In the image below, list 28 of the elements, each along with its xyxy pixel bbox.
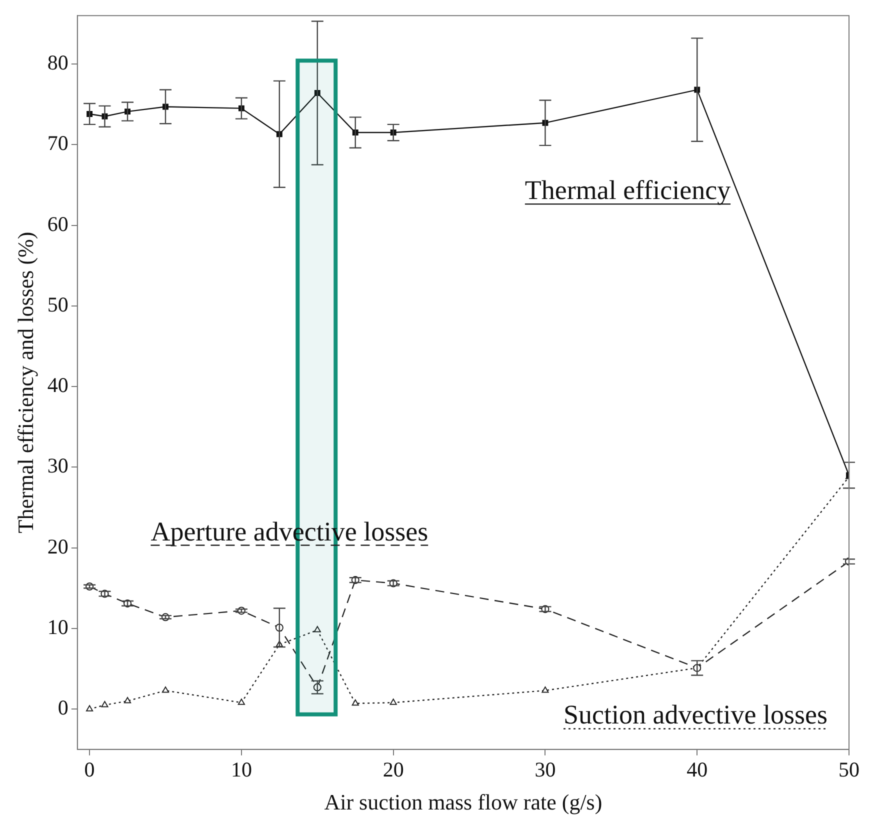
point xyxy=(542,686,549,693)
x-axis-title: Air suction mass flow rate (g/s) xyxy=(324,790,602,815)
y-tick-label: 20 xyxy=(47,534,68,558)
x-tick-label: 0 xyxy=(84,758,95,782)
point xyxy=(162,686,170,693)
point xyxy=(101,701,108,708)
y-tick-label: 30 xyxy=(47,454,68,478)
x-tick-label: 30 xyxy=(534,758,556,782)
x-tick-label: 40 xyxy=(686,758,708,782)
y-axis-title: Thermal efficiency and losses (%) xyxy=(12,232,38,534)
y-tick-label: 50 xyxy=(47,292,68,316)
point xyxy=(314,626,321,632)
series-label: Suction advective losses xyxy=(564,700,828,730)
y-tick-label: 10 xyxy=(47,614,68,639)
y-tick-label: 70 xyxy=(47,131,68,156)
point xyxy=(238,698,245,705)
x-tick-label: 50 xyxy=(838,758,860,782)
point xyxy=(390,698,397,705)
point xyxy=(352,699,359,706)
y-tick-label: 0 xyxy=(58,696,68,720)
y-tick-label: 60 xyxy=(47,212,68,236)
x-tick-label: 10 xyxy=(230,758,252,782)
x-tick-label: 20 xyxy=(382,758,404,782)
series-label: Thermal efficiency xyxy=(524,175,732,206)
point xyxy=(86,705,94,712)
y-tick-label: 80 xyxy=(47,50,68,74)
y-tick-label: 40 xyxy=(47,373,68,398)
point xyxy=(124,697,132,704)
